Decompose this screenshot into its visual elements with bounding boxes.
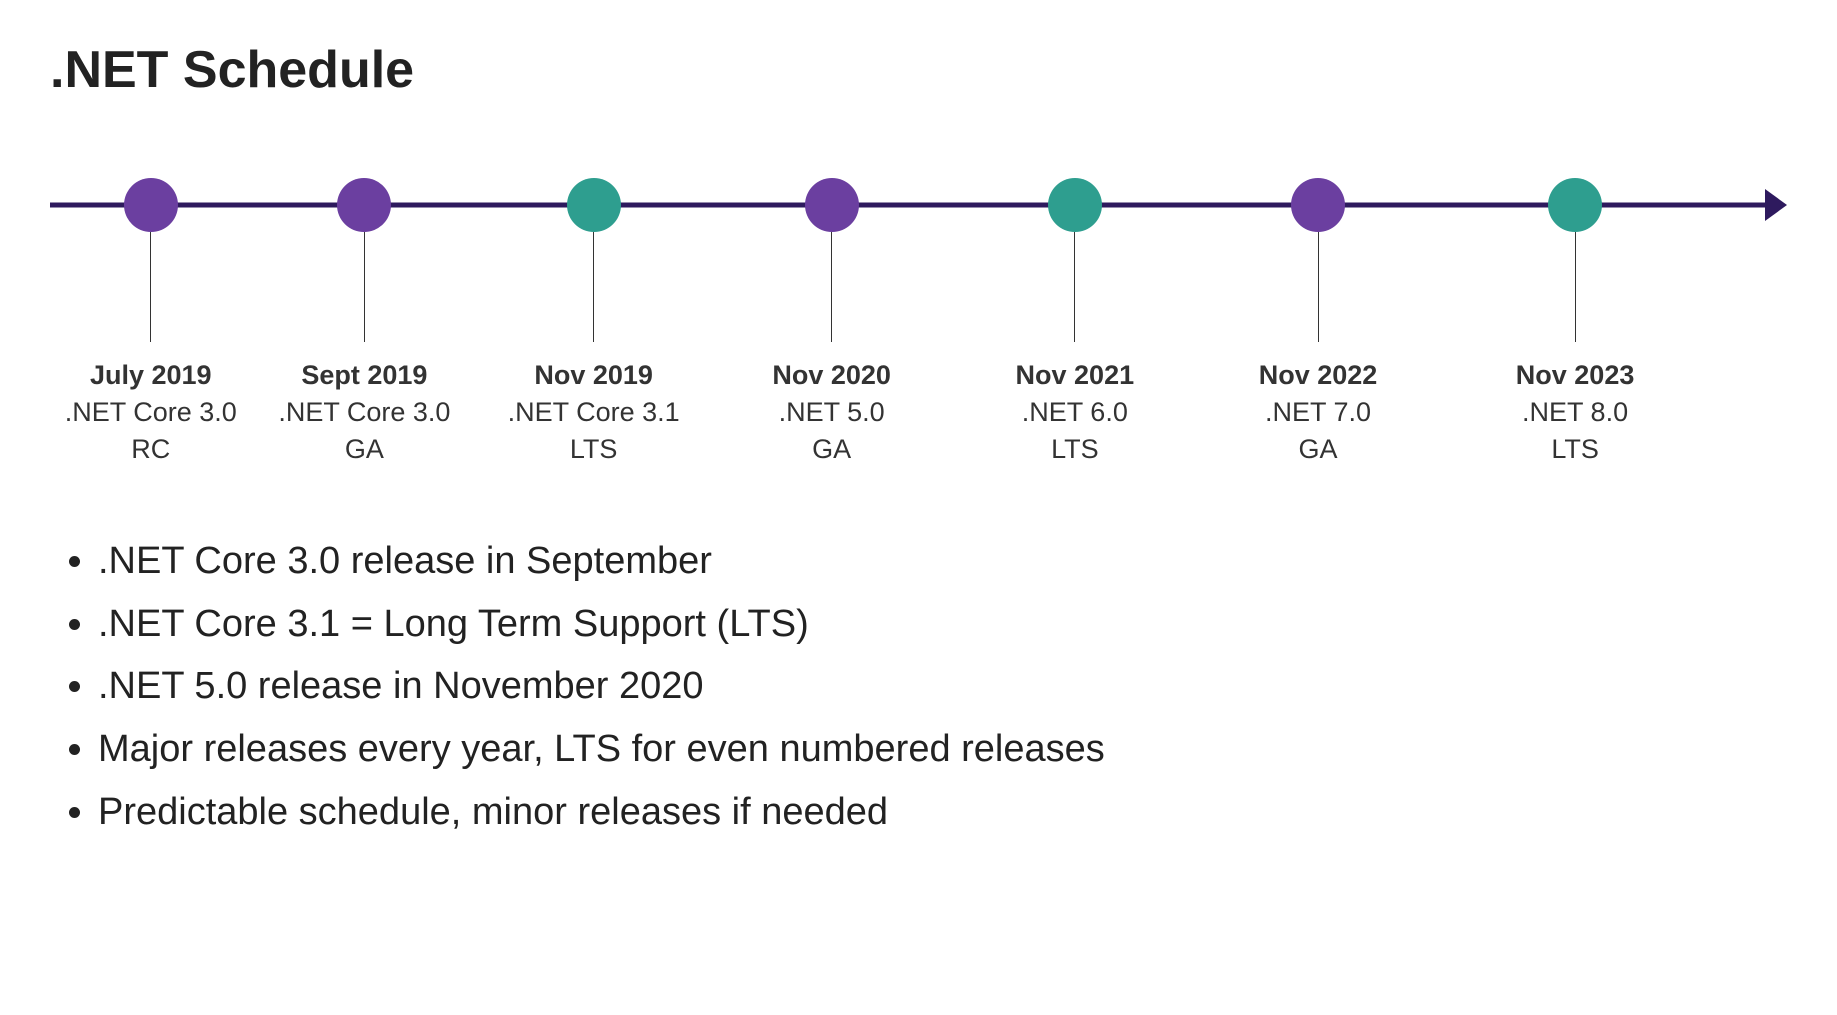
milestone-product: .NET 5.0 [779, 397, 885, 428]
milestone-product: .NET 6.0 [1022, 397, 1128, 428]
milestone-product: .NET Core 3.0 [65, 397, 237, 428]
milestone-dot [1048, 178, 1102, 232]
milestone: Sept 2019 .NET Core 3.0 GA [254, 178, 474, 465]
milestone-release-type: RC [131, 434, 170, 465]
milestone-stem [593, 232, 594, 342]
milestone-release-type: GA [812, 434, 851, 465]
milestone-release-type: GA [1298, 434, 1337, 465]
bullet-item: .NET Core 3.0 release in September [98, 530, 1787, 593]
milestone-release-type: LTS [1051, 434, 1099, 465]
milestone-date: Nov 2020 [772, 360, 891, 391]
milestone: Nov 2021 .NET 6.0 LTS [965, 178, 1185, 465]
milestone-stem [1575, 232, 1576, 342]
milestone-date: Nov 2019 [534, 360, 653, 391]
bullet-item: .NET Core 3.1 = Long Term Support (LTS) [98, 593, 1787, 656]
milestone-dot [567, 178, 621, 232]
milestone-stem [831, 232, 832, 342]
milestone-stem [150, 232, 151, 342]
milestone: Nov 2020 .NET 5.0 GA [722, 178, 942, 465]
bullet-list: .NET Core 3.0 release in September.NET C… [50, 530, 1787, 843]
bullet-item: Predictable schedule, minor releases if … [98, 781, 1787, 844]
page-title: .NET Schedule [50, 40, 1787, 100]
milestone: Nov 2023 .NET 8.0 LTS [1465, 178, 1685, 465]
milestone-dot [805, 178, 859, 232]
milestone-date: Nov 2023 [1516, 360, 1635, 391]
timeline: July 2019 .NET Core 3.0 RC Sept 2019 .NET Co… [50, 170, 1787, 510]
milestone: Nov 2022 .NET 7.0 GA [1208, 178, 1428, 465]
milestone-stem [364, 232, 365, 342]
milestone-release-type: GA [345, 434, 384, 465]
bullet-item: Major releases every year, LTS for even … [98, 718, 1787, 781]
bullet-item: .NET 5.0 release in November 2020 [98, 655, 1787, 718]
milestone-date: Nov 2021 [1016, 360, 1135, 391]
milestone-stem [1318, 232, 1319, 342]
milestone-date: Sept 2019 [301, 360, 427, 391]
milestone: July 2019 .NET Core 3.0 RC [41, 178, 261, 465]
milestone: Nov 2019 .NET Core 3.1 LTS [484, 178, 704, 465]
milestone-dot [124, 178, 178, 232]
milestone-product: .NET Core 3.0 [278, 397, 450, 428]
milestone-date: July 2019 [90, 360, 212, 391]
milestone-dot [1291, 178, 1345, 232]
milestone-product: .NET Core 3.1 [508, 397, 680, 428]
milestone-dot [337, 178, 391, 232]
milestone-product: .NET 8.0 [1522, 397, 1628, 428]
milestone-release-type: LTS [1551, 434, 1599, 465]
milestone-dot [1548, 178, 1602, 232]
slide: .NET Schedule July 2019 .NET Core 3.0 RC Se… [0, 0, 1837, 1015]
milestone-product: .NET 7.0 [1265, 397, 1371, 428]
milestone-date: Nov 2022 [1259, 360, 1378, 391]
milestone-release-type: LTS [570, 434, 618, 465]
milestone-stem [1074, 232, 1075, 342]
